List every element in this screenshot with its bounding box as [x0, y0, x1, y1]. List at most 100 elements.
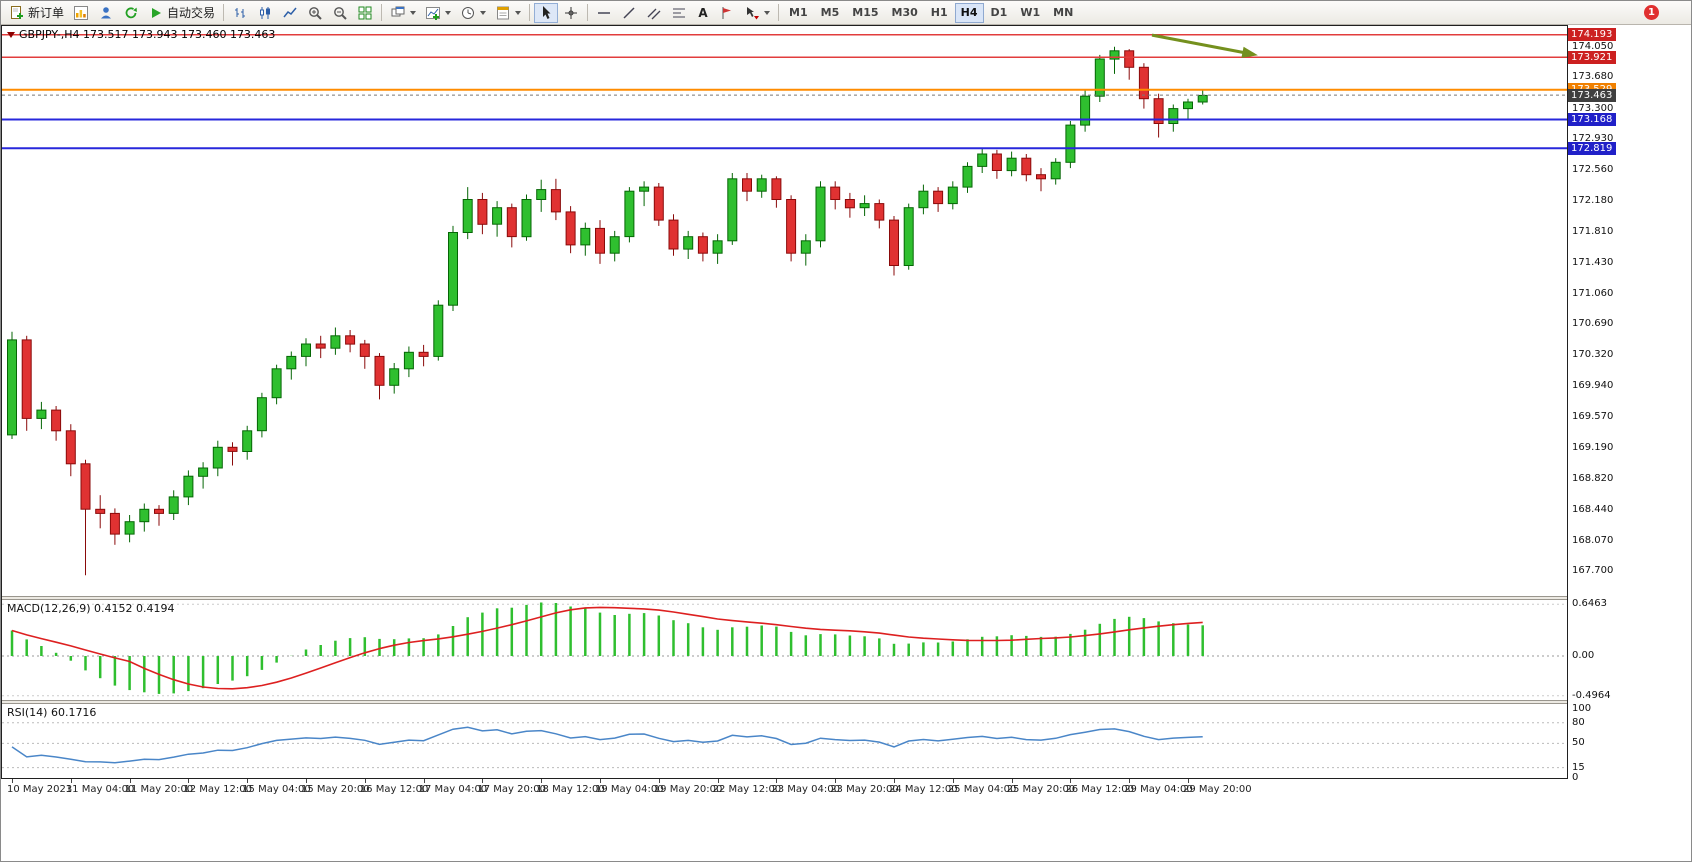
time-tick [306, 779, 307, 783]
candle-body [374, 355, 385, 386]
candlestick-icon [260, 6, 271, 19]
templates-button[interactable] [491, 3, 525, 23]
time-axis-label: 29 May 20:00 [1183, 784, 1252, 795]
candle-body [448, 232, 458, 306]
cascade-windows-button[interactable] [386, 3, 420, 23]
time-tick [541, 779, 543, 783]
trendline-icon [623, 6, 635, 19]
candle-body [1080, 95, 1091, 126]
fibonacci-tool-button[interactable] [667, 3, 691, 23]
indicators-button[interactable] [421, 3, 455, 23]
dropdown-caret-icon [515, 10, 522, 15]
timeframe-mn-button[interactable]: MN [1047, 3, 1079, 23]
rsi-tick-label: 100 [1572, 702, 1592, 714]
rsi-panel-plot[interactable] [2, 704, 1567, 778]
new-order-button[interactable]: 新订单 [5, 3, 68, 23]
periods-button[interactable] [456, 3, 490, 23]
rsi-tick-label: 80 [1572, 716, 1585, 728]
timeframe-group: M1 M5 M15 M30 H1 H4 D1 W1 MN [783, 2, 1079, 23]
price-chart-plot[interactable] [2, 26, 1567, 596]
candle-body [506, 207, 517, 238]
channel-tool-button[interactable] [642, 3, 666, 23]
trendline-tool-button[interactable] [617, 3, 641, 23]
candle-body [624, 190, 635, 238]
time-tick [600, 779, 601, 783]
time-tick [1188, 779, 1189, 783]
tile-windows-button[interactable] [353, 3, 377, 23]
horizontal-line-tool-button[interactable] [592, 3, 616, 23]
toolbar-separator [223, 4, 225, 21]
timeframe-m15-button[interactable]: M15 [846, 3, 884, 23]
candle-body [1197, 94, 1208, 103]
time-tick [776, 779, 778, 783]
panel-splitter[interactable] [1, 700, 1691, 704]
timeframe-m5-button[interactable]: M5 [815, 3, 846, 23]
cursor-button[interactable] [534, 2, 559, 23]
timeframe-h1-button[interactable]: H1 [925, 3, 954, 23]
price-tick-label: 171.060 [1572, 287, 1614, 299]
chart-title-text: GBPJPY-,H4 173.517 173.943 173.460 173.4… [19, 28, 276, 41]
time-tick [70, 779, 72, 783]
candle-body [903, 207, 914, 266]
zoom-out-button[interactable] [328, 3, 352, 23]
price-tick-label: 174.050 [1572, 40, 1614, 52]
text-tool-button[interactable]: A [692, 3, 714, 23]
chart-window-button[interactable] [69, 3, 93, 23]
timeframe-d1-button[interactable]: D1 [985, 3, 1014, 23]
timeframe-h4-button[interactable]: H4 [954, 2, 984, 23]
candle-body [95, 508, 106, 514]
candle-body [1006, 157, 1017, 172]
price-tick-label: 170.690 [1572, 318, 1614, 330]
timeframe-m1-button[interactable]: M1 [783, 3, 814, 23]
refresh-button[interactable] [119, 3, 143, 23]
candle-body [947, 186, 958, 205]
candle-body [7, 339, 17, 436]
bar-chart-type-button[interactable] [228, 3, 252, 23]
text-tool-icon: A [698, 5, 708, 20]
zoom-in-button[interactable] [303, 3, 327, 23]
time-tick [423, 779, 425, 783]
chart-window-icon [74, 5, 89, 20]
label-tool-button[interactable] [715, 3, 739, 23]
tile-windows-icon [358, 6, 372, 19]
time-tick [129, 779, 131, 783]
candle-body [227, 446, 238, 452]
time-axis-label: 11 May 04:00 [65, 784, 135, 795]
panel-splitter[interactable] [1, 596, 1691, 600]
trend-arrow[interactable] [1151, 33, 1255, 56]
shapes-tool-button[interactable] [740, 3, 774, 23]
candle-body [462, 199, 473, 233]
new-order-label: 新订单 [28, 6, 65, 20]
rsi-tick-label: 50 [1572, 737, 1585, 749]
shapes-arrow-icon [747, 6, 760, 19]
candle-body [712, 240, 723, 254]
profiles-button[interactable] [94, 3, 118, 23]
candle-body [977, 153, 988, 167]
candle-body [771, 178, 782, 201]
time-axis-label: 15 May 20:00 [301, 784, 370, 795]
time-axis-label: 11 May 20:00 [124, 784, 194, 795]
candle-body [844, 199, 855, 209]
candle-body [874, 203, 885, 221]
timeframe-m30-button[interactable]: M30 [886, 3, 924, 23]
candle-body [154, 508, 164, 514]
time-axis-label: 17 May 20:00 [477, 784, 546, 795]
dropdown-caret-icon [764, 10, 771, 15]
candlestick-type-button[interactable] [253, 3, 277, 23]
price-scale[interactable]: 174.050 173.680 173.300 172.930 172.560 172.1… [1568, 25, 1691, 783]
candle-body [286, 355, 297, 370]
time-axis[interactable]: 10 May 2023 11 May 04:00 11 May 20:00 12 Ma… [1, 778, 1691, 799]
auto-trading-button[interactable]: 自动交易 [144, 3, 219, 23]
candle-body [800, 240, 811, 254]
candle-body [212, 446, 223, 469]
notification-badge[interactable]: 1 [1644, 5, 1659, 20]
time-axis-label: 25 May 04:00 [947, 784, 1017, 795]
line-chart-type-button[interactable] [278, 3, 302, 23]
macd-panel-plot[interactable] [2, 600, 1567, 700]
time-axis-label: 12 May 12:00 [183, 784, 252, 795]
timeframe-w1-button[interactable]: W1 [1014, 3, 1046, 23]
candle-body [1050, 161, 1061, 180]
candle-body [492, 207, 503, 225]
crosshair-button[interactable] [559, 3, 583, 23]
template-icon [497, 6, 510, 19]
